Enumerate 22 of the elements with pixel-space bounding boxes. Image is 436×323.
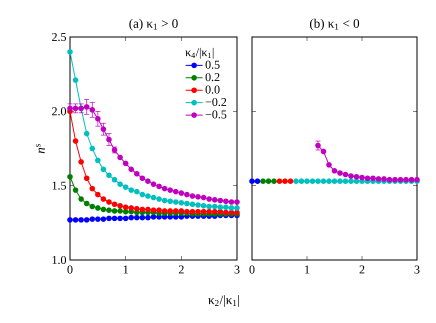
y-tick-label: 1.0 — [52, 256, 66, 264]
chart-title: (b) κ$_{1}$ < 0 — [310, 18, 360, 30]
y-tick-label: 2.5 — [52, 32, 66, 42]
x-tick-label: 3 — [234, 266, 240, 274]
x-tick-label: 2 — [178, 266, 184, 274]
x-tick-label: 3 — [414, 266, 420, 274]
legend-label: −0.2 — [206, 98, 226, 106]
y-tick-label: 1.5 — [52, 182, 66, 190]
x-axis-title: κ$_{2}$/|κ$_{1}$| — [208, 295, 239, 307]
x-tick-label: 1 — [305, 266, 310, 274]
x-tick-label: 0 — [249, 266, 255, 274]
y-axis-title: n$^{s}$ — [36, 144, 45, 154]
chart-title: (a) κ$_{1}$ > 0 — [129, 18, 178, 30]
y-tick-label: 2.0 — [52, 107, 66, 116]
legend-label: 0.5 — [206, 60, 220, 69]
x-tick-label: 2 — [360, 266, 364, 274]
x-tick-label: 1 — [124, 266, 128, 274]
legend-label: 0.0 — [206, 86, 220, 94]
legend-title: κ$_{4}$/|κ$_{1}$| — [185, 48, 214, 59]
x-tick-label: 0 — [67, 266, 73, 274]
legend-label: 0.2 — [206, 73, 220, 82]
legend-label: −0.5 — [206, 110, 226, 119]
